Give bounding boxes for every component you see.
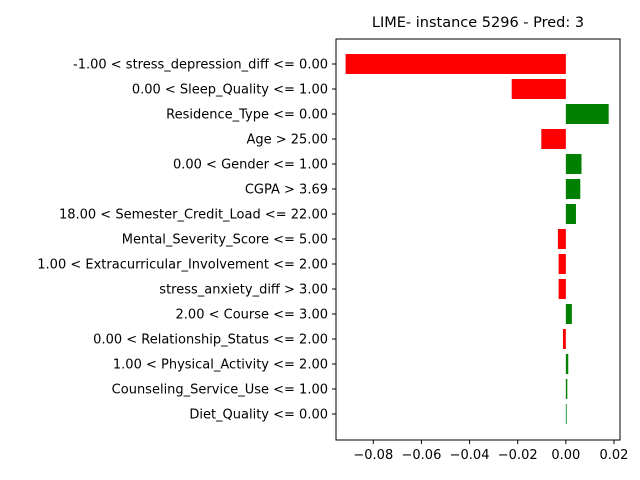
bar-6: [565, 179, 581, 199]
bars-group: [345, 54, 609, 424]
x-tick-label: −0.06: [402, 448, 442, 463]
y-tick-label: stress_anxiety_diff > 3.00: [159, 283, 328, 298]
y-tick-label: 0.00 < Sleep_Quality <= 1.00: [132, 83, 328, 98]
y-tick-label: Diet_Quality <= 0.00: [189, 408, 328, 423]
bar-15: [565, 404, 567, 424]
y-tick-label: 0.00 < Gender <= 1.00: [173, 158, 328, 173]
bar-10: [558, 279, 566, 299]
bar-3: [565, 104, 609, 124]
y-tick-label: 1.00 < Physical_Activity <= 2.00: [113, 358, 328, 373]
bar-11: [565, 304, 572, 324]
y-tick-label: 0.00 < Relationship_Status <= 2.00: [93, 333, 328, 348]
bar-4: [541, 129, 566, 149]
bar-7: [565, 204, 576, 224]
bar-5: [565, 154, 582, 174]
y-tick-label: Residence_Type <= 0.00: [166, 108, 328, 123]
y-tick-label: Age > 25.00: [246, 133, 328, 148]
bar-2: [511, 79, 566, 99]
chart-title: LIME- instance 5296 - Pred: 3: [372, 15, 584, 31]
bar-14: [565, 379, 568, 399]
bar-8: [557, 229, 566, 249]
bar-9: [558, 254, 566, 274]
bar-1: [345, 54, 566, 74]
y-tick-label: Mental_Severity_Score <= 5.00: [122, 233, 328, 248]
y-axis-ticks: -1.00 < stress_depression_diff <= 0.00 0.…: [37, 58, 336, 423]
y-tick-label: 18.00 < Semester_Credit_Load <= 22.00: [59, 208, 328, 223]
x-tick-label: −0.08: [353, 448, 393, 463]
y-tick-label: 1.00 < Extracurricular_Involvement <= 2.…: [37, 258, 328, 273]
x-tick-label: −0.04: [450, 448, 490, 463]
x-tick-label: 0.00: [551, 448, 580, 463]
bar-12: [562, 329, 566, 349]
y-tick-label: 2.00 < Course <= 3.00: [176, 308, 328, 323]
y-tick-label: -1.00 < stress_depression_diff <= 0.00: [73, 58, 328, 73]
x-axis-ticks: −0.08 −0.06 −0.04 −0.02 0.00 0.02: [353, 440, 628, 463]
bar-13: [565, 354, 569, 374]
y-tick-label: Counseling_Service_Use <= 1.00: [112, 383, 328, 398]
plot-frame: [335, 38, 621, 441]
x-tick-label: −0.02: [498, 448, 538, 463]
y-tick-label: CGPA > 3.69: [245, 183, 328, 198]
x-tick-label: 0.02: [600, 448, 629, 463]
